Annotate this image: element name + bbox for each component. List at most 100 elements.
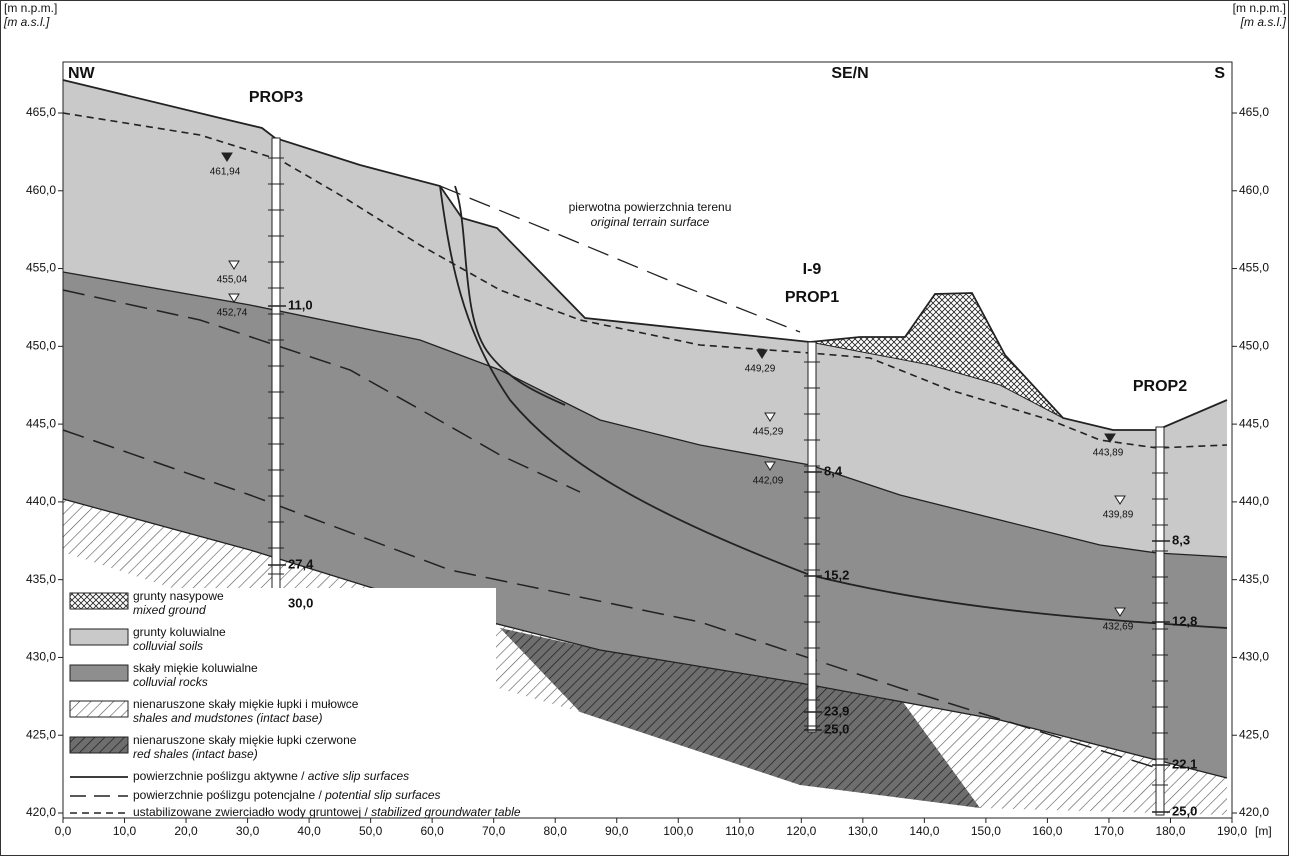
depth-label: 8,3 xyxy=(1172,532,1190,547)
y-tick-label: 465,0 xyxy=(26,105,56,119)
x-tick-label: 190,0 xyxy=(1217,824,1247,838)
direction-label: S xyxy=(1214,65,1225,82)
y-tick-label: 465,0 xyxy=(1239,105,1269,119)
y-tick-label: 435,0 xyxy=(1239,572,1269,586)
water-level-label: 439,89 xyxy=(1103,510,1134,521)
borehole xyxy=(272,138,280,604)
depth-label: 27,4 xyxy=(288,556,314,571)
depth-label: 8,4 xyxy=(824,463,843,478)
depth-label: 15,2 xyxy=(824,567,849,582)
depth-label: 11,0 xyxy=(288,297,313,312)
borehole-name: I-9 xyxy=(803,261,822,278)
water-level-label: 455,04 xyxy=(217,275,248,286)
legend-label: powierzchnie poślizgu potencjalne / pote… xyxy=(133,788,441,802)
legend-label: colluvial soils xyxy=(133,639,203,653)
borehole xyxy=(1156,427,1164,815)
cross-section: grunty nasypowemixed ground grunty koluwi… xyxy=(0,0,1289,856)
units-label: [m n.p.m.] xyxy=(4,1,57,15)
y-tick-label: 420,0 xyxy=(1239,805,1269,819)
y-tick-label: 455,0 xyxy=(26,261,56,275)
x-tick-label: 10,0 xyxy=(113,824,137,838)
x-tick-label: 70,0 xyxy=(482,824,506,838)
legend-swatch xyxy=(70,665,128,681)
legend-label-pl: ustabilizowane zwierciadło wody gruntowe… xyxy=(133,805,371,819)
water-level-label: 443,89 xyxy=(1093,448,1124,459)
x-tick-label: 0,0 xyxy=(55,824,72,838)
direction-label: NW xyxy=(68,65,96,82)
units-label: [m n.p.m.] xyxy=(1233,1,1286,15)
y-tick-label: 445,0 xyxy=(26,416,56,430)
x-tick-label: 40,0 xyxy=(297,824,321,838)
water-level-label: 442,09 xyxy=(753,476,784,487)
direction-label: SE/N xyxy=(831,65,868,82)
x-tick-label: 150,0 xyxy=(971,824,1001,838)
x-tick-label: 140,0 xyxy=(909,824,939,838)
legend-label-en: stabilized groundwater table xyxy=(371,805,521,819)
legend-label-pl: powierzchnie poślizgu potencjalne / xyxy=(133,788,325,802)
y-tick-label: 420,0 xyxy=(26,805,56,819)
legend-swatch xyxy=(70,701,128,717)
y-tick-label: 440,0 xyxy=(26,494,56,508)
depth-label: 25,0 xyxy=(1172,803,1197,818)
legend-label: nienaruszone skały miękie łupki czerwone xyxy=(133,733,357,747)
x-tick-label: 30,0 xyxy=(236,824,260,838)
legend-label-en: active slip surfaces xyxy=(308,769,409,783)
depth-label: 12,8 xyxy=(1172,613,1197,628)
borehole-name: PROP2 xyxy=(1133,378,1187,395)
legend-label: grunty nasypowe xyxy=(133,589,224,603)
water-level-label: 445,29 xyxy=(753,427,784,438)
y-tick-label: 460,0 xyxy=(26,183,56,197)
y-tick-label: 430,0 xyxy=(26,650,56,664)
depth-label: 22,1 xyxy=(1172,756,1197,771)
y-tick-label: 435,0 xyxy=(26,572,56,586)
x-tick-label: 100,0 xyxy=(663,824,693,838)
x-tick-label: 130,0 xyxy=(848,824,878,838)
legend-swatch xyxy=(70,737,128,753)
legend-swatch xyxy=(70,629,128,645)
legend-label-pl: powierzchnie poślizgu aktywne / xyxy=(133,769,308,783)
x-tick-label: 20,0 xyxy=(174,824,198,838)
legend-label: mixed ground xyxy=(133,603,206,617)
legend-label: grunty koluwialne xyxy=(133,625,226,639)
y-tick-label: 450,0 xyxy=(1239,339,1269,353)
legend-label: ustabilizowane zwierciadło wody gruntowe… xyxy=(133,805,521,819)
x-tick-label: 120,0 xyxy=(786,824,816,838)
legend-label: nienaruszone skały miękie łupki i mułowc… xyxy=(133,697,359,711)
y-tick-label: 430,0 xyxy=(1239,650,1269,664)
x-tick-label: 110,0 xyxy=(725,824,754,838)
water-level-label: 452,74 xyxy=(217,308,248,319)
water-level-label: 461,94 xyxy=(210,167,241,178)
x-tick-label: 80,0 xyxy=(544,824,568,838)
x-tick-label: 90,0 xyxy=(605,824,629,838)
x-tick-label: 180,0 xyxy=(1155,824,1185,838)
x-tick-label: 160,0 xyxy=(1032,824,1062,838)
legend-swatch xyxy=(70,593,128,609)
y-tick-label: 455,0 xyxy=(1239,261,1269,275)
units-label: [m a.s.l.] xyxy=(3,15,50,29)
depth-label: 30,0 xyxy=(288,595,313,610)
legend-label-en: potential slip surfaces xyxy=(324,788,440,802)
x-unit: [m] xyxy=(1255,824,1272,838)
water-level-label: 432,69 xyxy=(1103,622,1134,633)
borehole-name: PROP1 xyxy=(785,289,839,306)
y-tick-label: 445,0 xyxy=(1239,416,1269,430)
units-label: [m a.s.l.] xyxy=(1240,15,1287,29)
x-tick-label: 60,0 xyxy=(420,824,444,838)
legend-label: shales and mudstones (intact base) xyxy=(133,711,322,725)
x-tick-label: 170,0 xyxy=(1094,824,1124,838)
y-tick-label: 425,0 xyxy=(1239,727,1269,741)
legend-label: skały miękie koluwialne xyxy=(133,661,258,675)
annotation: original terrain surface xyxy=(591,215,710,229)
y-tick-label: 425,0 xyxy=(26,727,56,741)
legend-label: red shales (intact base) xyxy=(133,747,258,761)
y-tick-label: 450,0 xyxy=(26,339,56,353)
water-level-label: 449,29 xyxy=(745,364,776,375)
legend-label: powierzchnie poślizgu aktywne / active s… xyxy=(133,769,409,783)
depth-label: 23,9 xyxy=(824,703,849,718)
legend-label: colluvial rocks xyxy=(133,675,208,689)
depth-label: 25,0 xyxy=(824,721,849,736)
borehole-name: PROP3 xyxy=(249,89,303,106)
y-tick-label: 460,0 xyxy=(1239,183,1269,197)
y-tick-label: 440,0 xyxy=(1239,494,1269,508)
